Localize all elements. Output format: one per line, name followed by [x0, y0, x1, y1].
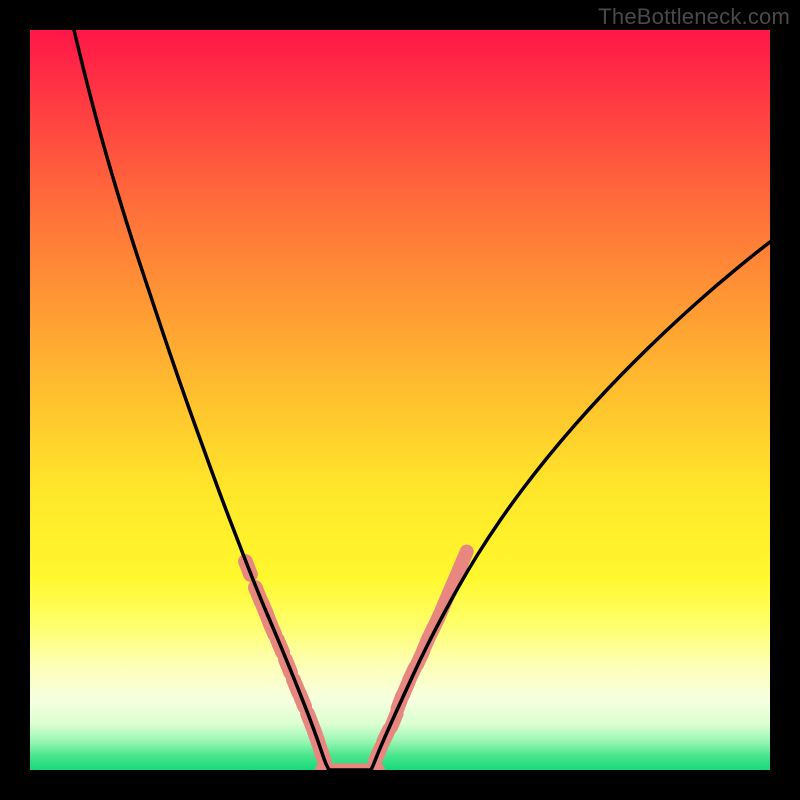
bottleneck-chart: [0, 0, 800, 800]
chart-container: TheBottleneck.com: [0, 0, 800, 800]
watermark-text: TheBottleneck.com: [598, 4, 790, 30]
plot-background: [30, 30, 770, 770]
